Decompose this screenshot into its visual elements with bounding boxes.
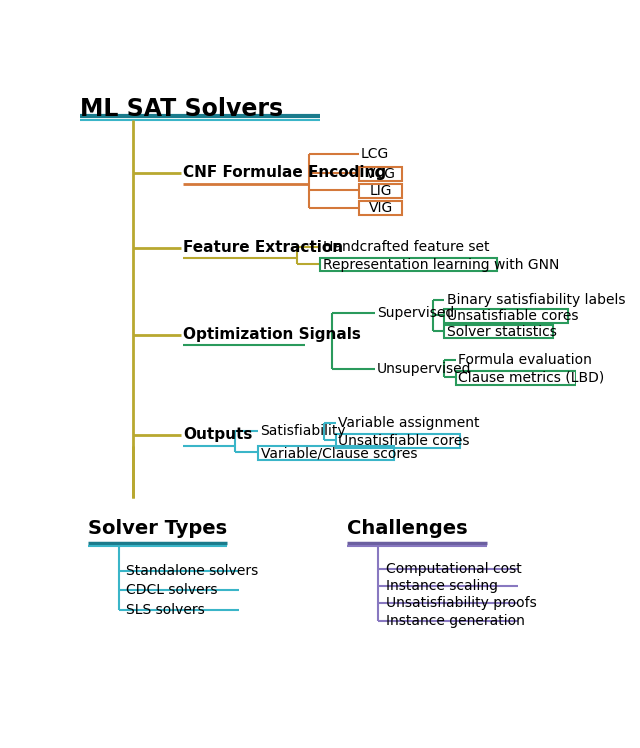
Text: Solver statistics: Solver statistics	[447, 325, 556, 339]
Bar	[444, 309, 568, 323]
Text: Feature Extraction: Feature Extraction	[183, 240, 343, 255]
Text: Outputs: Outputs	[183, 427, 252, 442]
Text: ML SAT Solvers: ML SAT Solvers	[80, 97, 283, 121]
Text: Formula evaluation: Formula evaluation	[458, 353, 592, 367]
Text: Representation learning with GNN: Representation learning with GNN	[323, 257, 559, 272]
Text: Handcrafted feature set: Handcrafted feature set	[323, 240, 489, 254]
Bar	[456, 371, 576, 384]
Bar	[320, 257, 497, 272]
Text: CNF Formulae Encoding: CNF Formulae Encoding	[183, 165, 386, 180]
Text: VIG: VIG	[369, 201, 393, 215]
Bar	[359, 184, 402, 197]
Text: Variable assignment: Variable assignment	[338, 416, 479, 430]
Bar	[359, 201, 402, 215]
Text: Unsatisfiable cores: Unsatisfiable cores	[338, 434, 470, 448]
Text: SLS solvers: SLS solvers	[127, 602, 205, 616]
Text: VCG: VCG	[365, 167, 396, 181]
Text: Variable/Clause scores: Variable/Clause scores	[260, 447, 417, 460]
Text: Instance scaling: Instance scaling	[386, 579, 498, 592]
Text: Standalone solvers: Standalone solvers	[127, 564, 259, 578]
Text: Challenges: Challenges	[348, 519, 468, 538]
Bar	[336, 434, 460, 448]
Text: Supervised: Supervised	[377, 306, 454, 320]
Text: LCG: LCG	[360, 147, 389, 161]
Text: Unsupervised: Unsupervised	[377, 362, 471, 376]
Text: Unsatisfiable cores: Unsatisfiable cores	[447, 309, 578, 323]
Text: Clause metrics (LBD): Clause metrics (LBD)	[458, 371, 604, 384]
Bar	[259, 447, 394, 460]
Text: Optimization Signals: Optimization Signals	[183, 327, 361, 342]
Text: LIG: LIG	[369, 183, 392, 197]
Text: Solver Types: Solver Types	[88, 519, 227, 538]
Bar	[444, 325, 553, 339]
Text: Binary satisfiability labels: Binary satisfiability labels	[447, 293, 625, 307]
Text: Computational cost: Computational cost	[386, 562, 522, 576]
Text: Instance generation: Instance generation	[386, 614, 525, 628]
Text: CDCL solvers: CDCL solvers	[127, 583, 218, 597]
Bar	[359, 167, 402, 180]
Text: Unsatisfiability proofs: Unsatisfiability proofs	[386, 596, 537, 610]
Text: Satisfiability: Satisfiability	[260, 424, 346, 438]
